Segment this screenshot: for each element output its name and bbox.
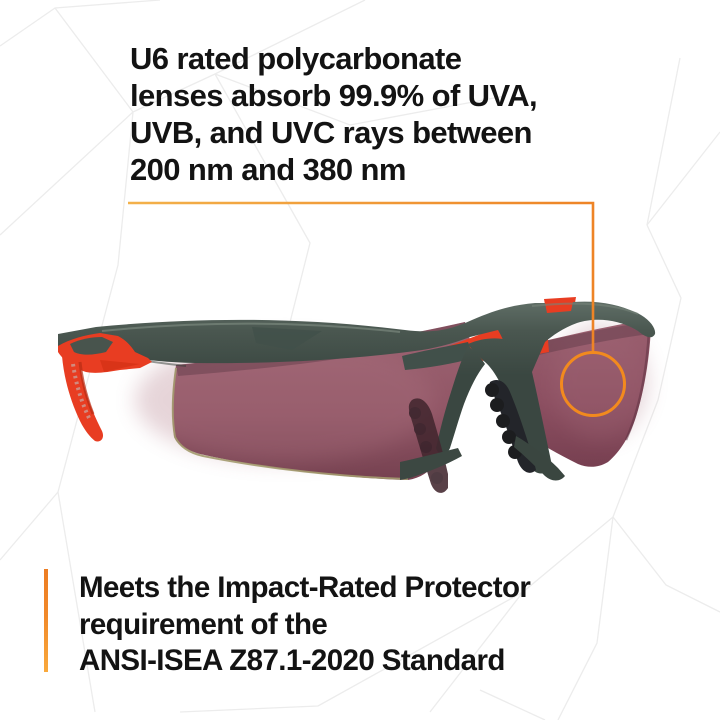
lower-frame-left — [400, 448, 462, 480]
temple-red-tip — [58, 333, 152, 442]
frame-top-bar — [58, 301, 656, 378]
brow-highlight — [531, 302, 639, 315]
ansi-standard-text: Meets the Impact-Rated Protector require… — [79, 570, 639, 680]
ansi-text-line-2: requirement of the — [79, 607, 328, 641]
uv-text-line-2: lenses absorb 99.9% of UVA, — [130, 78, 538, 113]
right-lens-top-shadow — [516, 322, 649, 360]
uv-text-line-1: U6 rated polycarbonate — [130, 41, 462, 76]
right-lens-edge-shadow — [624, 329, 651, 441]
lower-frame-right — [514, 436, 565, 481]
leader-line — [128, 201, 595, 352]
uv-protection-text: U6 rated polycarbonate lenses absorb 99.… — [130, 40, 610, 188]
ansi-text-line-1: Meets the Impact-Rated Protector — [79, 571, 531, 604]
left-lens-sheen — [135, 338, 435, 462]
uv-text-line-3: UVB, and UVC rays between — [130, 115, 533, 150]
callout-circle — [560, 351, 626, 417]
bridge-lower-ridge — [402, 342, 474, 370]
callout-annotation — [128, 201, 626, 417]
accent-bar — [44, 569, 48, 672]
uv-text-line-4: 200 nm and 380 nm — [130, 152, 406, 187]
ansi-text-line-3: ANSI-ISEA Z87.1-2020 Standard — [79, 644, 505, 677]
temple-facet — [252, 327, 322, 350]
nose-piece-left — [436, 346, 485, 454]
safety-glasses-photo — [58, 297, 656, 493]
bar-highlight — [101, 322, 401, 333]
left-lens-rim — [171, 367, 409, 480]
